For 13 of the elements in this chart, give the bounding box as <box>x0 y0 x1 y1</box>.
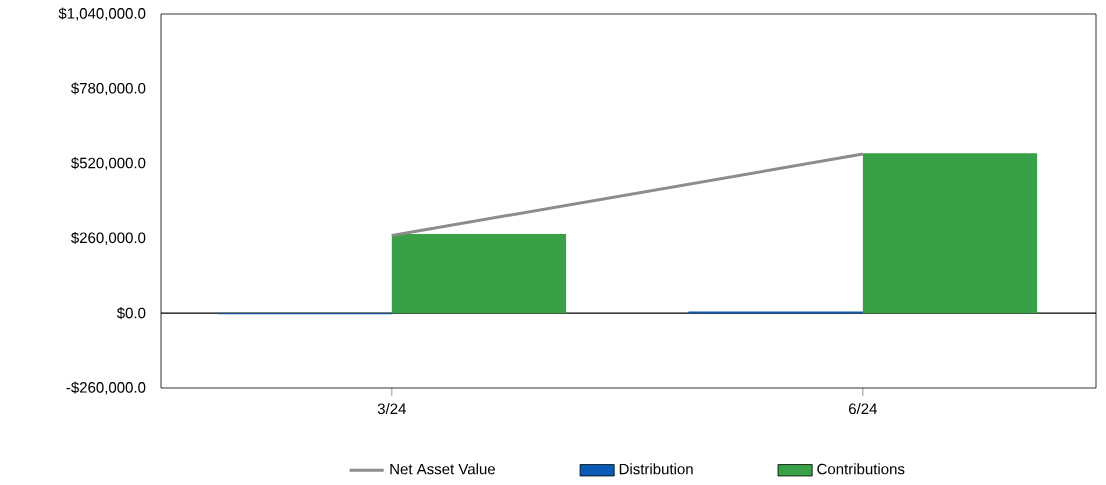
legend-label: Contributions <box>817 463 905 475</box>
bar <box>391 233 567 314</box>
legend-label: Distribution <box>619 463 693 475</box>
y-tick-label: $1,040,000.0 <box>58 7 146 21</box>
x-tick-label: 3/24 <box>377 402 406 414</box>
y-tick-label: $520,000.0 <box>71 156 146 170</box>
y-tick-label: -$260,000.0 <box>66 381 146 395</box>
legend-label: Net Asset Value <box>390 463 495 475</box>
y-tick-label: $260,000.0 <box>71 231 146 245</box>
bar <box>862 153 1038 314</box>
x-tick-label: 6/24 <box>849 402 877 414</box>
y-tick-label: $780,000.0 <box>71 82 146 96</box>
y-tick-label: $0.0 <box>116 307 146 320</box>
